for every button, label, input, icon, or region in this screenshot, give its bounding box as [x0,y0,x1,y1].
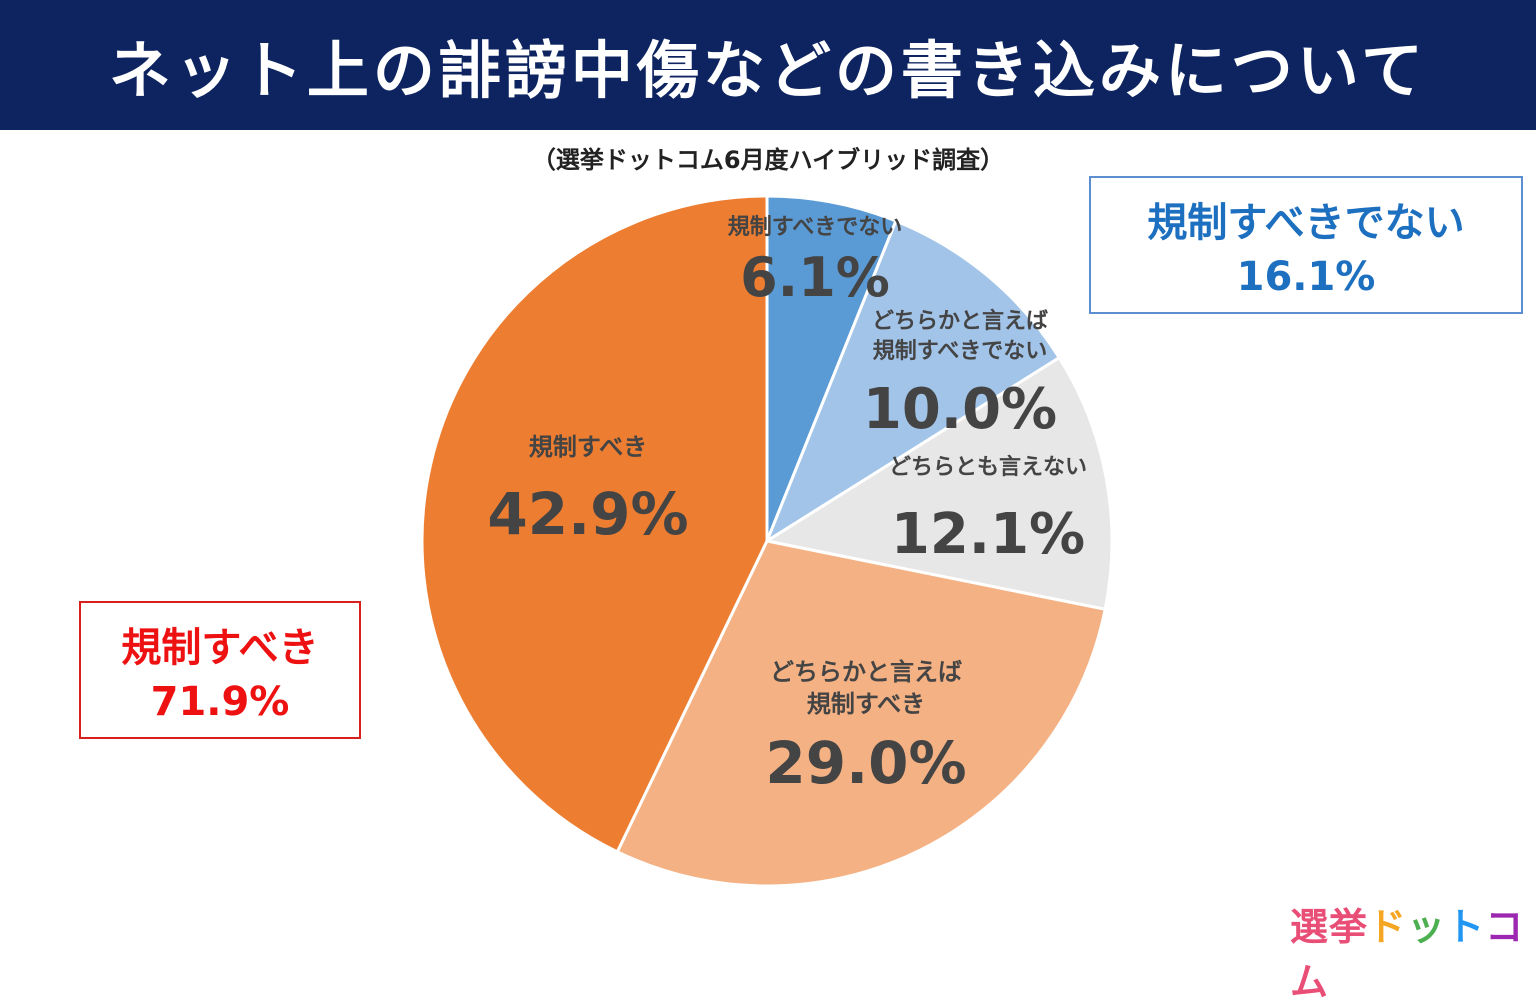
survey-subtitle: （選挙ドットコム6月度ハイブリッド調査） [531,146,1005,174]
slice-value-label: 29.0% [765,729,966,797]
page-title-bar: ネット上の誹謗中傷などの書き込みについて [0,0,1536,130]
slice-label: どちらかと言えば [872,308,1048,334]
slice-value-label: 42.9% [487,480,688,548]
summary-not-regulate-value: 16.1% [1236,254,1376,300]
slice-value-label: 12.1% [891,502,1085,567]
slice-value-label: 6.1% [740,246,890,309]
page-title: ネット上の誹謗中傷などの書き込みについて [108,34,1428,107]
senkyo-dotcom-logo: 選挙ドットコム [1290,896,1536,1006]
summary-not-regulate-label: 規制すべきでない [1147,200,1465,246]
slice-label: 規制すべきでない [873,339,1047,364]
pie-slice [615,539,1107,888]
slice-label: どちらとも言えない [889,454,1087,480]
slice-label: どちらかと言えば [770,658,962,686]
logo-char: ド [1368,905,1408,949]
logo-char: 選 [1290,905,1330,949]
logo-char: コ [1485,905,1525,949]
summary-regulate-label: 規制すべき [121,625,319,671]
summary-regulate-value: 71.9% [150,679,290,725]
pie-slice [763,355,1114,612]
logo-char: ム [1290,960,1330,1004]
pie-slice [763,219,1062,545]
slice-label: 規制すべきでない [728,215,902,240]
pie-slice [765,194,898,542]
slice-label: 規制すべき [807,690,925,718]
summary-not-regulate-box: 規制すべきでない 16.1% [1089,176,1523,314]
logo-char: 挙 [1329,905,1369,949]
pie-chart: 規制すべきでない6.1%どちらかと言えば規制すべきでない10.0%どちらとも言え… [420,194,1114,888]
pie-slice [420,194,769,854]
slice-label: 規制すべき [529,433,647,461]
logo-char: ッ [1407,905,1447,949]
summary-regulate-box: 規制すべき 71.9% [79,601,361,739]
slice-value-label: 10.0% [863,377,1057,442]
logo-char: ト [1446,905,1486,949]
